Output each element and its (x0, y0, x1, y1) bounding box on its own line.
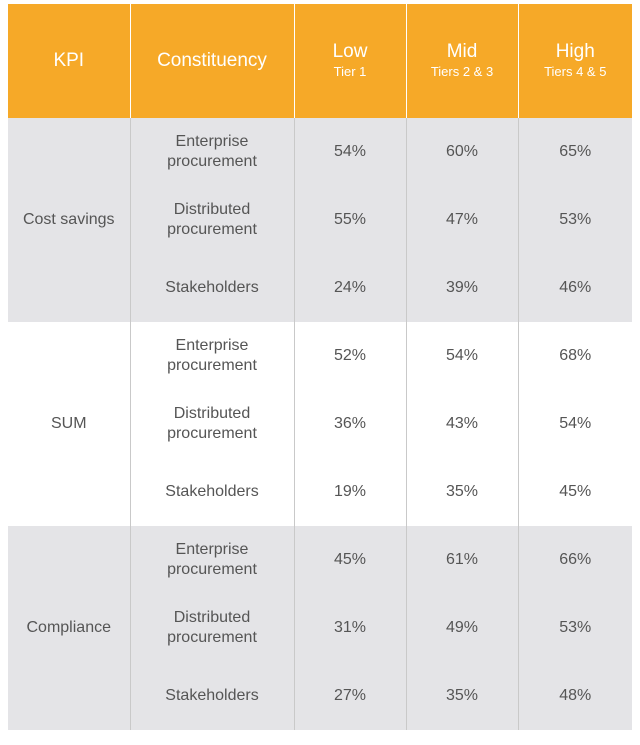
high-value-cell: 48% (518, 662, 632, 730)
header-low-sub: Tier 1 (333, 64, 367, 79)
header-high-sub: Tiers 4 & 5 (544, 64, 607, 79)
kpi-cell-compliance: Compliance (8, 526, 131, 730)
table-row: Compliance Enterprise procurement 45% 61… (8, 526, 632, 730)
table-row: Stakeholders 19% 35% 45% (8, 458, 632, 526)
constituency-cell: Stakeholders (130, 458, 295, 526)
constituency-cell: Stakeholders (130, 254, 295, 322)
mid-value-cell: 54% (406, 322, 519, 390)
header-kpi: KPI (8, 4, 131, 118)
mid-value-cell: 35% (406, 458, 519, 526)
constituency-cell: Enterprise procurement (130, 322, 295, 390)
header-constituency-label: Constituency (157, 50, 267, 71)
constituency-cell: Distributed procurement (130, 390, 295, 458)
high-value-cell: 66% (518, 526, 632, 594)
header-mid-label: Mid (446, 41, 478, 62)
header-mid-sub: Tiers 2 & 3 (430, 64, 494, 79)
header-high: High Tiers 4 & 5 (518, 4, 632, 118)
constituency-cell: Enterprise procurement (130, 118, 295, 186)
constituency-cell: Distributed procurement (130, 594, 295, 662)
constituency-cell: Enterprise procurement (130, 526, 295, 594)
mid-value-cell: 47% (406, 186, 519, 254)
low-value-cell: 27% (294, 662, 407, 730)
header-low: Low Tier 1 (294, 4, 407, 118)
low-value-cell: 45% (294, 526, 407, 594)
high-value-cell: 68% (518, 322, 632, 390)
header-kpi-label: KPI (53, 50, 85, 71)
kpi-cell-sum: SUM (8, 322, 131, 526)
kpi-cell-cost-savings: Cost savings (8, 118, 131, 322)
constituency-cell: Distributed procurement (130, 186, 295, 254)
kpi-table: KPI Constituency Low Tier 1 Mid Tiers 2 … (8, 4, 632, 730)
table-row: Stakeholders 27% 35% 48% (8, 662, 632, 730)
header-constituency: Constituency (130, 4, 295, 118)
table-row: Distributed procurement 55% 47% 53% (8, 186, 632, 254)
low-value-cell: 52% (294, 322, 407, 390)
table-row: Cost savings Enterprise procurement 54% … (8, 118, 632, 322)
low-value-cell: 54% (294, 118, 407, 186)
header-high-label: High (555, 41, 595, 62)
high-value-cell: 65% (518, 118, 632, 186)
table-row: Stakeholders 24% 39% 46% (8, 254, 632, 322)
high-value-cell: 45% (518, 458, 632, 526)
header-mid: Mid Tiers 2 & 3 (406, 4, 519, 118)
constituency-cell: Stakeholders (130, 662, 295, 730)
table-body: Cost savings Enterprise procurement 54% … (8, 118, 632, 730)
mid-value-cell: 43% (406, 390, 519, 458)
low-value-cell: 31% (294, 594, 407, 662)
low-value-cell: 55% (294, 186, 407, 254)
low-value-cell: 36% (294, 390, 407, 458)
low-value-cell: 19% (294, 458, 407, 526)
table-row: SUM Enterprise procurement 52% 54% 68% (8, 322, 632, 526)
low-value-cell: 24% (294, 254, 407, 322)
mid-value-cell: 35% (406, 662, 519, 730)
header-low-label: Low (332, 41, 368, 62)
mid-value-cell: 61% (406, 526, 519, 594)
high-value-cell: 54% (518, 390, 632, 458)
table-header: KPI Constituency Low Tier 1 Mid Tiers 2 … (8, 4, 632, 118)
high-value-cell: 53% (518, 186, 632, 254)
kpi-table-container: KPI Constituency Low Tier 1 Mid Tiers 2 … (8, 4, 632, 730)
mid-value-cell: 60% (406, 118, 519, 186)
mid-value-cell: 49% (406, 594, 519, 662)
high-value-cell: 53% (518, 594, 632, 662)
high-value-cell: 46% (518, 254, 632, 322)
table-row: Distributed procurement 36% 43% 54% (8, 390, 632, 458)
mid-value-cell: 39% (406, 254, 519, 322)
table-row: Distributed procurement 31% 49% 53% (8, 594, 632, 662)
